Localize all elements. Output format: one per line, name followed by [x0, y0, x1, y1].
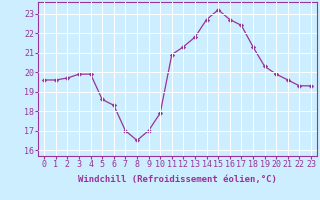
X-axis label: Windchill (Refroidissement éolien,°C): Windchill (Refroidissement éolien,°C) — [78, 175, 277, 184]
